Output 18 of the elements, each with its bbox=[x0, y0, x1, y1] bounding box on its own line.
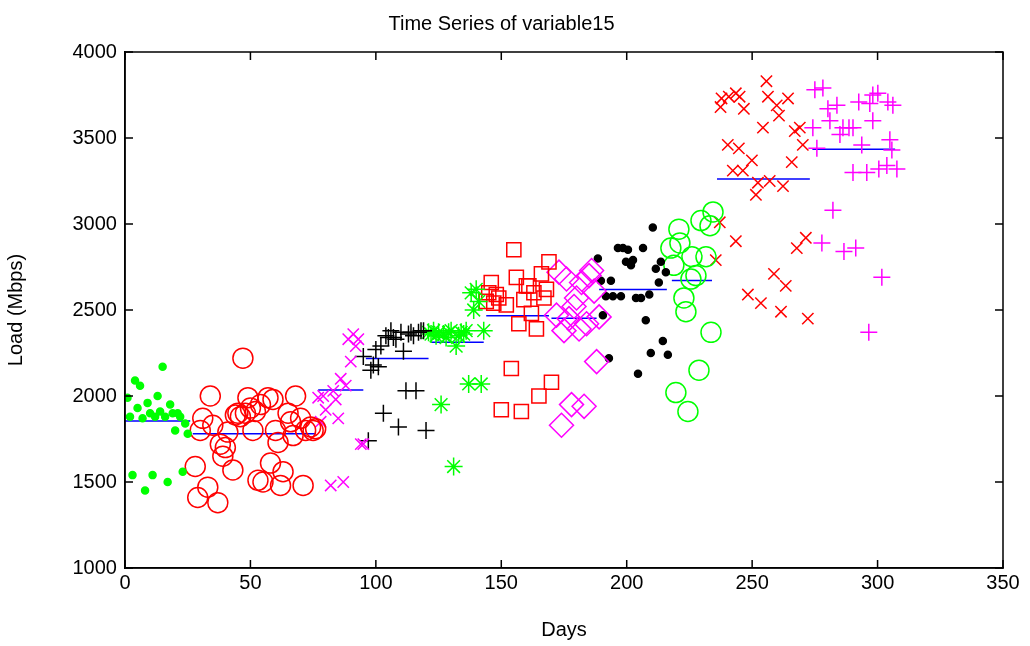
x-tick-label: 350 bbox=[986, 570, 1020, 593]
y-tick-label: 1000 bbox=[72, 555, 117, 578]
x-tick-label: 250 bbox=[735, 570, 769, 593]
y-tick-label: 1500 bbox=[72, 469, 117, 492]
y-tick-label: 4000 bbox=[72, 39, 117, 62]
y-tick-label: 2000 bbox=[72, 383, 117, 406]
x-tick-label: 300 bbox=[860, 570, 895, 593]
x-tick-label: 50 bbox=[239, 570, 262, 593]
y-tick-label: 2500 bbox=[72, 297, 117, 320]
chart-title: Time Series of variable15 bbox=[388, 11, 615, 34]
y-axis-title: Load (Mbps) bbox=[3, 253, 26, 367]
x-tick-label: 0 bbox=[119, 570, 131, 593]
x-axis-title: Days bbox=[541, 617, 587, 640]
y-tick-label: 3500 bbox=[72, 125, 117, 148]
y-tick-label: 3000 bbox=[72, 211, 117, 234]
x-tick-label: 200 bbox=[610, 570, 644, 593]
x-tick-label: 100 bbox=[359, 570, 393, 593]
x-tick-label: 150 bbox=[484, 570, 518, 593]
